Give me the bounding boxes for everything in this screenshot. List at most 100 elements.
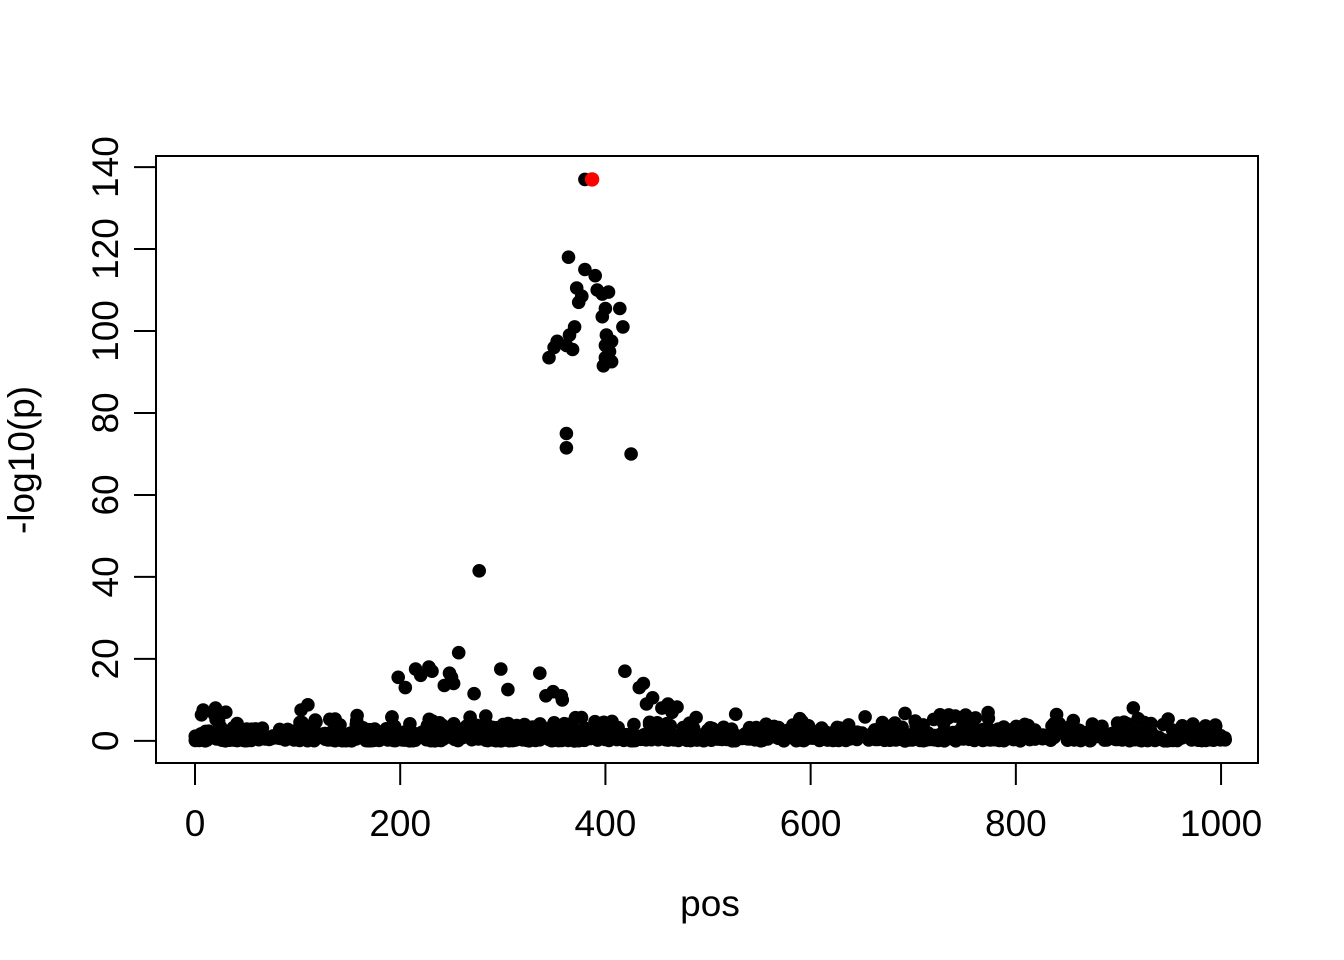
data-point [660,719,675,734]
y-tick-label: 0 [85,731,126,752]
data-points-layer [188,172,1232,748]
data-point [219,705,233,719]
data-point [697,729,712,744]
data-point [568,710,583,725]
data-point [251,732,266,747]
axis-ticks-layer: 0 200 400 600 800 1000 0 20 40 60 80 100 120 140 [85,136,1262,844]
data-point [542,350,556,365]
data-point [301,698,315,712]
data-point [1007,732,1021,746]
y-tick-label: 40 [85,556,126,597]
data-point [296,732,310,746]
y-tick-label: 140 [85,136,126,198]
data-point [1166,733,1180,748]
data-point [222,725,237,739]
data-point [467,686,481,701]
data-point [240,732,254,746]
data-point [595,287,610,301]
data-point [591,723,606,738]
data-point [728,707,743,721]
data-point [501,682,515,697]
highlighted-data-point [584,172,600,187]
data-point [535,729,550,744]
data-point [737,730,751,745]
data-point [952,728,967,743]
data-point [323,731,338,745]
data-point [849,725,864,740]
data-point [387,720,402,734]
data-point [616,320,630,334]
x-tick-label: 1000 [1180,803,1262,844]
data-point [562,328,577,342]
data-point [1161,712,1175,726]
data-point [830,720,844,735]
data-point [875,715,890,730]
data-point [465,726,479,741]
data-point [1142,729,1157,744]
data-point [559,426,574,441]
data-point [895,720,909,735]
data-point [539,689,553,703]
data-point [613,301,627,316]
data-point [533,666,547,680]
data-point [936,729,951,744]
data-point [862,733,876,747]
data-point [559,441,574,455]
data-point [208,701,223,715]
data-point [1131,711,1145,726]
data-point [933,708,947,722]
data-point [877,733,892,748]
data-point [760,724,775,739]
y-tick-label: 120 [85,218,126,280]
data-point [588,268,602,283]
y-tick-label: 80 [85,392,126,433]
data-point [561,250,576,264]
data-point [839,728,853,743]
data-point [398,680,413,695]
data-point [640,728,655,742]
data-point [351,726,366,740]
data-point [201,724,216,738]
data-point [209,712,223,727]
plot-border [155,155,1259,764]
data-point [655,701,669,715]
data-point [917,730,931,745]
data-point [557,716,572,731]
data-point [577,733,591,747]
data-point [485,728,499,742]
data-point [639,697,654,711]
data-point [1204,729,1218,744]
data-point [413,668,428,683]
data-point [578,262,592,277]
data-point [632,680,647,695]
data-point [309,715,323,729]
x-tick-label: 800 [985,803,1047,844]
data-point [419,732,434,747]
x-axis-label: pos [680,883,740,924]
data-point [565,342,580,357]
y-tick-label: 60 [85,474,126,515]
data-point [1066,713,1081,728]
data-point [1128,728,1142,743]
data-point [401,724,416,738]
data-point [494,662,508,676]
data-point [386,733,401,748]
data-point [517,717,532,732]
data-point [596,359,611,373]
data-point [364,733,378,748]
y-tick-label: 100 [85,300,126,362]
data-point [523,729,538,744]
data-point [858,710,872,724]
data-point [1126,701,1141,715]
data-point [333,718,347,732]
data-point [1208,718,1223,732]
data-point [564,727,579,742]
data-point [295,715,309,730]
data-point [618,664,632,678]
data-point [676,720,690,735]
data-point [1092,725,1107,739]
data-point [595,309,610,324]
data-point [992,729,1006,743]
data-point [391,670,406,685]
